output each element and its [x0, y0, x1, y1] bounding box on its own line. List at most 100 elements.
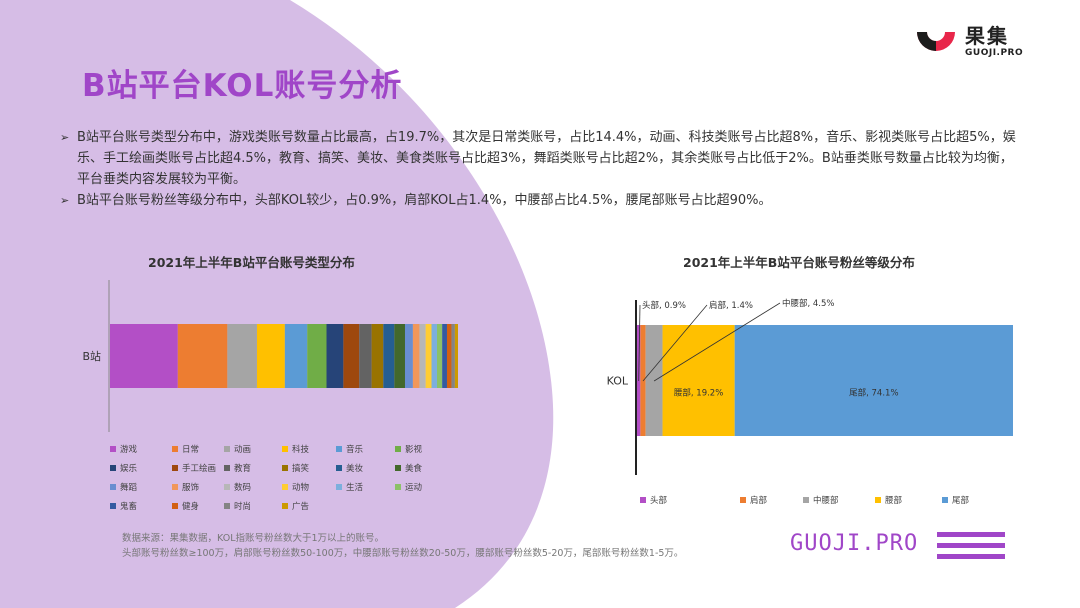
legend-label: 健身: [182, 501, 199, 512]
legend-swatch: [224, 503, 230, 509]
brand-logo: 果集 GUOJI.PRO: [913, 22, 1023, 62]
legend-swatch: [395, 446, 401, 452]
bar-segment-服饰: [412, 324, 420, 388]
category-label: KOL: [607, 375, 629, 388]
bar-segment-生活: [431, 324, 438, 388]
legend-label: 尾部: [952, 495, 970, 506]
bar-segment-美妆: [383, 324, 395, 388]
bullet-item: ➢ B站平台账号粉丝等级分布中，头部KOL较少，占0.9%，肩部KOL占1.4%…: [60, 190, 1025, 211]
leader-line: [638, 304, 641, 382]
legend-swatch: [172, 446, 178, 452]
data-label: 腰部, 19.2%: [674, 388, 723, 399]
legend-label: 舞蹈: [120, 482, 137, 493]
bar-segment-腰部: [662, 325, 735, 436]
page-title: B站平台KOL账号分析: [82, 68, 403, 104]
category-label: B站: [82, 349, 101, 363]
arrow-bullet-icon: ➢: [60, 131, 70, 144]
fan-level-chart: KOL 头部, 0.9% 肩部, 1.4% 中腰部, 4.5% 腰部, 19.2% 尾部,…: [607, 298, 1013, 506]
data-label: 肩部, 1.4%: [709, 300, 753, 311]
legend-label: 影视: [405, 444, 423, 455]
legend-swatch: [740, 497, 746, 503]
bar-segment-舞蹈: [404, 324, 413, 388]
bar-segment-音乐: [284, 324, 308, 388]
bar-segment-日常: [177, 324, 228, 388]
legend-swatch: [224, 484, 230, 490]
bar-segment-娱乐: [326, 324, 344, 388]
guoji-logo-icon: [917, 32, 955, 51]
arrow-bullet-icon: ➢: [60, 194, 70, 207]
bar-segment-广告: [454, 324, 458, 388]
bullet-text: B站平台账号粉丝等级分布中，头部KOL较少，占0.9%，肩部KOL占1.4%，中…: [77, 193, 772, 208]
legend-swatch: [172, 484, 178, 490]
legend-label: 腰部: [885, 495, 903, 506]
legend-label: 游戏: [120, 444, 138, 455]
legend-swatch: [282, 446, 288, 452]
legend-swatch: [282, 465, 288, 471]
legend-swatch: [110, 446, 116, 452]
bullet-item: ➢ B站平台账号类型分布中，游戏类账号数量占比最高，占19.7%，其次是日常类账…: [60, 127, 1025, 190]
legend-swatch: [640, 497, 646, 503]
legend-label: 头部: [650, 495, 668, 506]
legend-swatch: [803, 497, 809, 503]
bar-segment-时尚: [451, 324, 455, 388]
legend-swatch: [224, 465, 230, 471]
legend-swatch: [172, 465, 178, 471]
bar-segment-动物: [425, 324, 432, 388]
legend-label: 美妆: [346, 463, 364, 474]
legend-swatch: [942, 497, 948, 503]
logo-text-cn: 果集: [965, 24, 1009, 48]
legend-label: 手工绘画: [182, 463, 216, 474]
bullet-text: B站平台账号类型分布中，游戏类账号数量占比最高，占19.7%，其次是日常类账号，…: [77, 130, 1016, 187]
legend-label: 美食: [405, 463, 423, 474]
legend-label: 时尚: [234, 501, 251, 512]
data-label: 头部, 0.9%: [642, 300, 686, 311]
bar-segment-运动: [437, 324, 443, 388]
leader-line: [642, 304, 708, 382]
legend-swatch: [336, 446, 342, 452]
summary-bullets: ➢ B站平台账号类型分布中，游戏类账号数量占比最高，占19.7%，其次是日常类账…: [60, 127, 1025, 211]
legend-swatch: [395, 484, 401, 490]
footer-bars-icon: [937, 532, 1005, 565]
legend-swatch: [172, 503, 178, 509]
bar-segment-尾部: [734, 325, 1013, 436]
bar-segment-科技: [256, 324, 285, 388]
legend-label: 运动: [405, 482, 423, 493]
bar-segment-游戏: [110, 324, 178, 388]
data-label: 尾部, 74.1%: [849, 388, 898, 399]
bar-segment-健身: [446, 324, 452, 388]
legend-label: 动物: [292, 482, 310, 493]
bar-segment-中腰部: [645, 325, 663, 436]
chart-title-fan-level: 2021年上半年B站平台账号粉丝等级分布: [683, 255, 915, 270]
purple-curve-shape: [0, 0, 554, 608]
legend-swatch: [336, 465, 342, 471]
legend-swatch: [282, 484, 288, 490]
chart-title-account-type: 2021年上半年B站平台账号类型分布: [148, 255, 355, 270]
legend-label: 娱乐: [120, 463, 138, 474]
legend-label: 鬼畜: [120, 501, 137, 512]
data-label: 中腰部, 4.5%: [782, 298, 835, 309]
bar-segment-影视: [307, 324, 327, 388]
legend-swatch: [110, 465, 116, 471]
legend-swatch: [282, 503, 288, 509]
leader-line: [653, 302, 781, 382]
source-line-2: 头部账号粉丝数≥100万，肩部账号粉丝数50-100万，中腰部账号粉丝数20-5…: [122, 548, 684, 559]
legend-swatch: [875, 497, 881, 503]
legend-label: 科技: [292, 444, 310, 455]
bar-segment-数码: [419, 324, 426, 388]
legend-swatch: [110, 484, 116, 490]
bar-segment-搞笑: [371, 324, 384, 388]
bar-segment-动画: [227, 324, 257, 388]
bar-segment-手工绘画: [343, 324, 360, 388]
bar-segment-美食: [394, 324, 405, 388]
legend-label: 服饰: [182, 482, 200, 493]
legend-label: 中腰部: [813, 495, 839, 506]
footer-brand: GUOJI.PRO: [790, 531, 919, 556]
legend-label: 广告: [292, 501, 309, 512]
legend-swatch: [395, 465, 401, 471]
legend-swatch: [336, 484, 342, 490]
legend-label: 数码: [234, 482, 251, 493]
bar-segment-教育: [359, 324, 372, 388]
legend-label: 教育: [234, 463, 251, 474]
bar-segment-鬼畜: [442, 324, 447, 388]
